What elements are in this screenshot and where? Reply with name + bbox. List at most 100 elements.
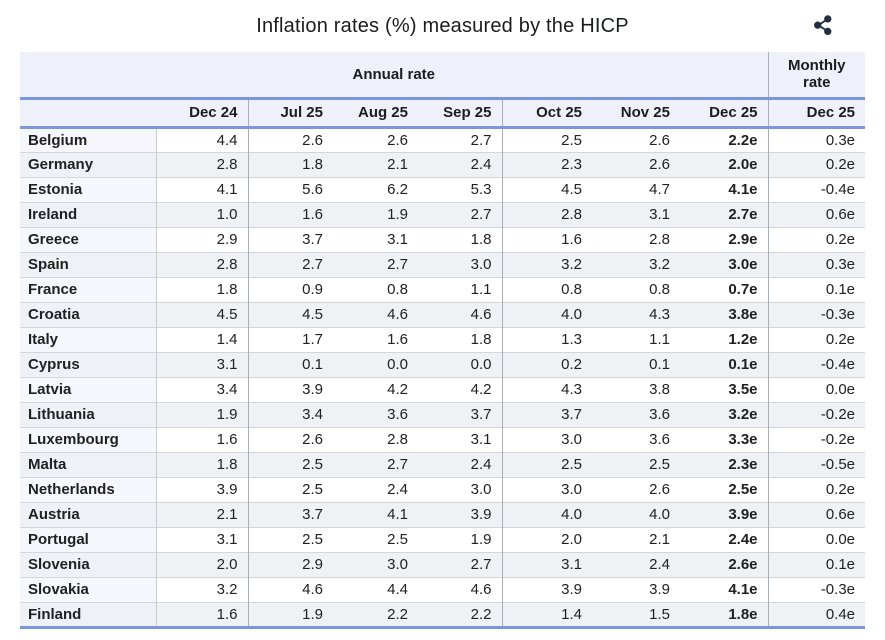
annual-value-cell: 3.2	[592, 251, 680, 277]
annual-value-cell: 3.9e	[680, 501, 769, 527]
col-header-dec24: Dec 24	[156, 98, 249, 129]
annual-value-cell: 4.3	[592, 301, 680, 327]
hicp-table: Annual rate Monthly rate Dec 24 Jul 25 A…	[20, 52, 866, 629]
annual-value-cell: 3.0	[333, 551, 418, 577]
table-row: Greece 2.9 3.7 3.1 1.8 1.6 2.8 2.9e 0.2e	[20, 226, 866, 252]
annual-value-cell: 1.8	[418, 326, 503, 352]
annual-value-cell: 2.5e	[680, 476, 769, 502]
annual-value-cell: 2.5	[502, 127, 592, 152]
table-row: Malta 1.8 2.5 2.7 2.4 2.5 2.5 2.3e -0.5e	[20, 451, 866, 477]
annual-value-cell: 3.1	[156, 526, 249, 552]
annual-value-cell: 4.1	[156, 176, 249, 202]
annual-value-cell: 5.3	[418, 176, 503, 202]
annual-value-cell: 3.0e	[680, 251, 769, 277]
country-cell: Latvia	[20, 376, 157, 402]
monthly-value-cell: 0.4e	[768, 601, 866, 629]
annual-value-cell: 1.5	[592, 601, 680, 629]
table-row: Spain 2.8 2.7 2.7 3.0 3.2 3.2 3.0e 0.3e	[20, 251, 866, 277]
monthly-value-cell: 0.2e	[768, 326, 866, 352]
col-header-nov25: Nov 25	[592, 98, 680, 129]
annual-value-cell: 3.1	[333, 226, 418, 252]
annual-value-cell: 3.0	[418, 251, 503, 277]
table-row: France 1.8 0.9 0.8 1.1 0.8 0.8 0.7e 0.1e	[20, 276, 866, 302]
annual-value-cell: 4.6	[418, 301, 503, 327]
share-button[interactable]	[809, 12, 837, 40]
annual-value-cell: 2.6	[333, 127, 418, 152]
annual-value-cell: 2.7	[248, 251, 333, 277]
country-cell: Finland	[20, 601, 157, 629]
annual-value-cell: 0.8	[502, 276, 592, 302]
annual-value-cell: 2.9e	[680, 226, 769, 252]
annual-value-cell: 0.8	[333, 276, 418, 302]
annual-value-cell: 2.8	[502, 201, 592, 227]
annual-value-cell: 2.5	[248, 526, 333, 552]
annual-value-cell: 3.6	[333, 401, 418, 427]
annual-value-cell: 3.7	[248, 226, 333, 252]
annual-value-cell: 2.4	[333, 476, 418, 502]
annual-value-cell: 1.9	[156, 401, 249, 427]
annual-value-cell: 2.6	[592, 127, 680, 152]
annual-value-cell: 2.3e	[680, 451, 769, 477]
annual-value-cell: 2.7	[333, 451, 418, 477]
country-cell: Italy	[20, 326, 157, 352]
annual-value-cell: 4.7	[592, 176, 680, 202]
annual-value-cell: 6.2	[333, 176, 418, 202]
annual-value-cell: 2.5	[333, 526, 418, 552]
annual-value-cell: 4.6	[248, 576, 333, 602]
table-row: Estonia 4.1 5.6 6.2 5.3 4.5 4.7 4.1e -0.…	[20, 176, 866, 202]
table-row: Latvia 3.4 3.9 4.2 4.2 4.3 3.8 3.5e 0.0e	[20, 376, 866, 402]
monthly-value-cell: -0.5e	[768, 451, 866, 477]
annual-value-cell: 2.4e	[680, 526, 769, 552]
annual-value-cell: 4.0	[592, 501, 680, 527]
annual-value-cell: 1.4	[502, 601, 592, 629]
country-cell: Croatia	[20, 301, 157, 327]
annual-value-cell: 2.9	[156, 226, 249, 252]
annual-value-cell: 4.5	[248, 301, 333, 327]
annual-value-cell: 1.3	[502, 326, 592, 352]
table-row: Luxembourg 1.6 2.6 2.8 3.1 3.0 3.6 3.3e …	[20, 426, 866, 452]
annual-value-cell: 4.2	[333, 376, 418, 402]
annual-value-cell: 3.4	[248, 401, 333, 427]
annual-value-cell: 1.8e	[680, 601, 769, 629]
annual-value-cell: 2.6	[248, 426, 333, 452]
monthly-rate-group-header: Monthly rate	[768, 52, 866, 100]
annual-value-cell: 2.6e	[680, 551, 769, 577]
table-row: Finland 1.6 1.9 2.2 2.2 1.4 1.5 1.8e 0.4…	[20, 601, 866, 629]
annual-rate-group-header: Annual rate	[20, 52, 769, 100]
monthly-value-cell: 0.3e	[768, 251, 866, 277]
corner-cell	[20, 98, 156, 129]
annual-value-cell: 2.7	[418, 201, 503, 227]
col-header-dec25: Dec 25	[680, 98, 769, 129]
country-cell: Lithuania	[20, 401, 157, 427]
annual-value-cell: 2.6	[592, 476, 680, 502]
table-row: Slovakia 3.2 4.6 4.4 4.6 3.9 3.9 4.1e -0…	[20, 576, 866, 602]
annual-value-cell: 2.5	[248, 476, 333, 502]
monthly-value-cell: 0.0e	[768, 376, 866, 402]
annual-value-cell: 4.0	[502, 301, 592, 327]
country-cell: Estonia	[20, 176, 157, 202]
monthly-value-cell: -0.2e	[768, 426, 866, 452]
annual-value-cell: 1.0	[156, 201, 249, 227]
col-header-sep25: Sep 25	[418, 98, 503, 129]
country-cell: Belgium	[20, 127, 157, 152]
annual-value-cell: 2.0	[156, 551, 249, 577]
annual-value-cell: 2.6	[248, 127, 333, 152]
annual-value-cell: 3.1	[592, 201, 680, 227]
annual-value-cell: 3.0	[418, 476, 503, 502]
annual-value-cell: 4.5	[156, 301, 249, 327]
annual-value-cell: 1.1	[592, 326, 680, 352]
annual-value-cell: 0.0	[418, 351, 503, 377]
table-row: Germany 2.8 1.8 2.1 2.4 2.3 2.6 2.0e 0.2…	[20, 151, 866, 177]
annual-value-cell: 2.8	[156, 151, 249, 177]
annual-value-cell: 2.4	[418, 451, 503, 477]
annual-value-cell: 3.9	[418, 501, 503, 527]
annual-value-cell: 4.1e	[680, 176, 769, 202]
monthly-value-cell: -0.4e	[768, 176, 866, 202]
annual-value-cell: 3.6	[592, 401, 680, 427]
annual-value-cell: 2.5	[248, 451, 333, 477]
annual-value-cell: 1.6	[333, 326, 418, 352]
page-title: Inflation rates (%) measured by the HICP	[256, 14, 629, 37]
table-row: Portugal 3.1 2.5 2.5 1.9 2.0 2.1 2.4e 0.…	[20, 526, 866, 552]
annual-value-cell: 1.9	[418, 526, 503, 552]
annual-value-cell: 4.4	[156, 127, 249, 152]
